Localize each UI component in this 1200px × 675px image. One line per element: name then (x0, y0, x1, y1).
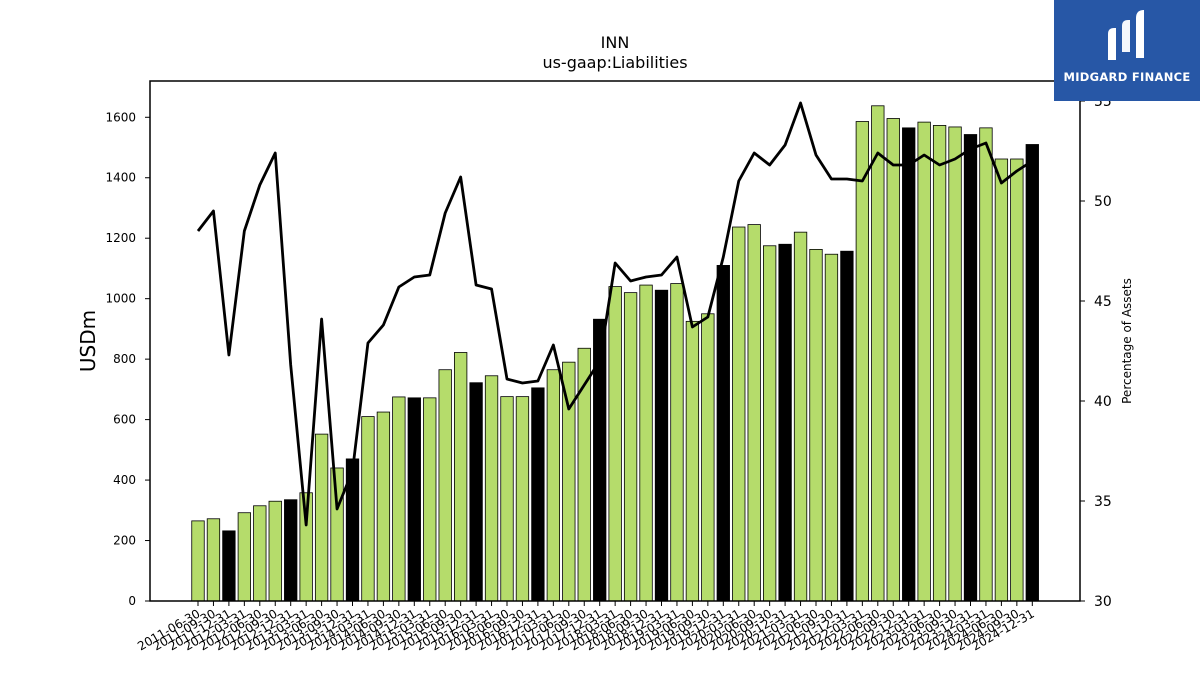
bar (407, 397, 421, 602)
bar (531, 387, 545, 602)
y-tick-label: 600 (113, 413, 136, 427)
bar (809, 248, 823, 602)
y2-tick-label: 30 (1094, 594, 1112, 610)
bar (438, 369, 452, 602)
bar (932, 125, 947, 602)
bar (330, 467, 344, 602)
bar (453, 352, 468, 602)
bar (917, 121, 931, 602)
y2-tick-label: 50 (1094, 194, 1112, 210)
y-tick-label: 1000 (105, 292, 136, 306)
bar (608, 286, 622, 602)
bar (963, 134, 978, 602)
bar (716, 265, 730, 602)
y-axis-left-label: USDm (76, 310, 100, 372)
bar (623, 292, 638, 602)
y-tick-label: 0 (128, 594, 136, 608)
y-tick-label: 1600 (105, 110, 136, 124)
bar (902, 127, 916, 602)
chart-title: INN (601, 33, 630, 52)
y-tick-label: 200 (113, 534, 136, 548)
bar (732, 226, 746, 602)
bar (1025, 144, 1039, 602)
bar (546, 369, 560, 602)
y-tick-label: 800 (113, 352, 136, 366)
bar (268, 500, 282, 602)
y-axis-left: 0 200 400 600 800 1000 1200 1400 1600 (105, 110, 150, 608)
bar (237, 512, 252, 602)
bar (855, 121, 869, 602)
bar (376, 411, 391, 602)
bar (562, 361, 576, 602)
bar (948, 126, 962, 602)
bar (206, 518, 221, 602)
bar (654, 289, 669, 602)
y-tick-label: 1400 (105, 171, 136, 185)
y-tick-label: 1200 (105, 231, 136, 245)
bar (191, 520, 205, 602)
y2-tick-label: 35 (1094, 494, 1112, 510)
bar (469, 382, 483, 602)
bar (222, 530, 236, 602)
bar (871, 105, 885, 602)
bar (670, 283, 684, 602)
bar (793, 231, 808, 602)
bar (392, 396, 406, 602)
bar (361, 416, 375, 602)
bar (1010, 158, 1024, 602)
y-tick-label: 400 (113, 473, 136, 487)
line-series (196, 101, 1034, 527)
chart-subtitle: us-gaap:Liabilities (542, 53, 687, 72)
bar (778, 243, 792, 602)
y-axis-right-label: Percentage of Assets (1120, 278, 1134, 404)
bar (284, 499, 298, 602)
bar (747, 224, 761, 602)
bar (685, 320, 700, 602)
bar (484, 375, 499, 602)
brand-logo: MIDGARD FINANCE (1054, 0, 1200, 101)
bar (840, 250, 854, 602)
y2-tick-label: 40 (1094, 394, 1112, 410)
bar (763, 245, 777, 602)
bar (994, 158, 1009, 602)
bar (886, 118, 900, 602)
logo-mark-icon (1108, 10, 1144, 60)
x-axis: 2011-06-302011-09-302011-12-312012-03-31… (135, 601, 1037, 653)
logo-text: MIDGARD FINANCE (1063, 70, 1191, 84)
y2-tick-label: 45 (1094, 294, 1112, 310)
bar (515, 396, 530, 602)
bar (500, 396, 514, 602)
bar (253, 505, 267, 602)
bar (824, 253, 839, 602)
bar (423, 397, 437, 602)
bar (639, 284, 653, 602)
bar (314, 433, 329, 602)
bar (979, 127, 993, 602)
bar (701, 313, 715, 602)
